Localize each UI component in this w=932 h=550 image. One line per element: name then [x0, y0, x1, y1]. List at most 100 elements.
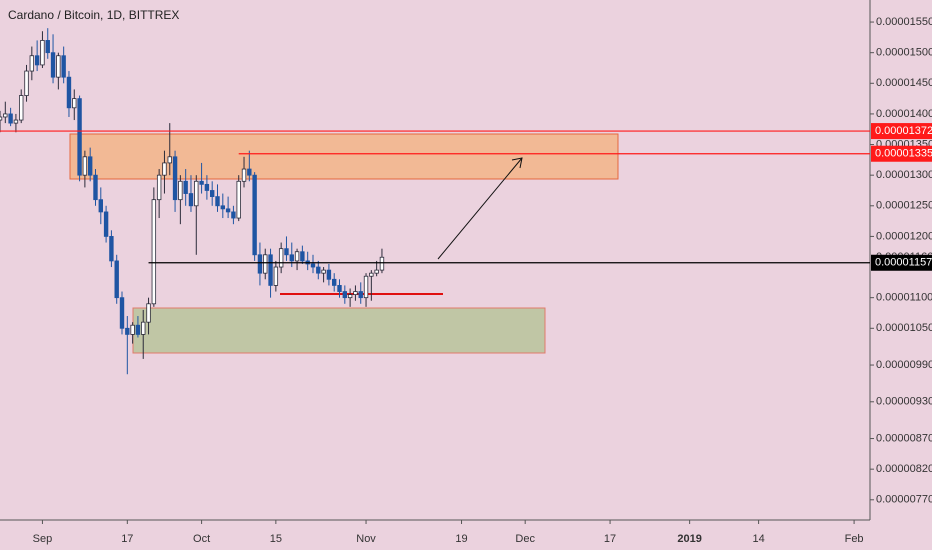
y-tick-label: 0.00001100 — [876, 292, 932, 304]
x-tick-label: 2019 — [677, 533, 701, 545]
candle-body — [87, 156, 93, 176]
candle-body — [263, 254, 268, 274]
candle-body — [379, 256, 385, 271]
candle-body — [56, 55, 61, 78]
candle-body — [316, 266, 321, 274]
y-tick-label: 0.00000820 — [876, 463, 932, 475]
y-tick-label: 0.00001300 — [876, 169, 932, 181]
candle-body — [273, 266, 279, 286]
candle-body — [172, 156, 178, 201]
candle-body — [268, 254, 273, 286]
candle-body — [188, 193, 194, 207]
level-label-box — [871, 254, 932, 271]
candle-body — [284, 248, 289, 256]
level-label-box — [871, 123, 932, 140]
candle-body — [342, 291, 348, 299]
candle-body — [109, 236, 114, 262]
candle-body — [162, 162, 167, 176]
candle-body — [183, 180, 188, 194]
candle-body — [363, 275, 369, 299]
candle-body — [300, 251, 305, 262]
candle-body — [215, 196, 220, 207]
resistance-zone — [69, 133, 619, 180]
candle-body — [156, 174, 162, 201]
x-tick-label: Feb — [845, 533, 864, 545]
y-tick-label: 0.00000870 — [876, 432, 932, 444]
candle-body — [77, 98, 82, 176]
y-tick-label: 0.00001400 — [876, 108, 932, 120]
candle-body — [151, 199, 157, 305]
candle-body — [247, 168, 252, 176]
candle-body — [332, 278, 337, 286]
candle-body — [24, 70, 29, 96]
candle-body — [114, 260, 119, 299]
candle-body — [167, 156, 172, 164]
candle-body — [347, 294, 353, 299]
candle-body — [220, 205, 226, 210]
candle-body — [358, 291, 363, 299]
x-tick-label: 15 — [270, 533, 282, 545]
level-label: 0.00001372 — [875, 125, 932, 137]
candle-body — [82, 156, 88, 176]
x-tick-label: 17 — [604, 533, 616, 545]
candle-body — [34, 55, 40, 66]
x-tick-label: 14 — [752, 533, 764, 545]
y-tick-label: 0.00001250 — [876, 200, 932, 212]
y-tick-label: 0.00001450 — [876, 77, 932, 89]
candle-body — [93, 174, 98, 201]
y-tick-label: 0.00001050 — [876, 322, 932, 334]
candle-body — [141, 321, 146, 335]
candle-body — [119, 297, 125, 329]
arrow — [437, 157, 523, 260]
chart-title: Cardano / Bitcoin, 1D, BITTREX — [8, 8, 179, 22]
candle-body — [289, 254, 294, 262]
candle-body — [231, 211, 236, 219]
candle-body — [50, 52, 56, 78]
candle-body — [369, 272, 374, 277]
candle-body — [178, 180, 183, 201]
candle-body — [146, 303, 151, 323]
candle-body — [135, 324, 141, 335]
x-tick-label: 17 — [121, 533, 133, 545]
arrow-head — [511, 157, 523, 169]
y-tick-label: 0.00000930 — [876, 396, 932, 408]
candle-body — [294, 251, 300, 262]
candle-body — [374, 269, 379, 274]
candle-body — [98, 199, 103, 213]
candle-body — [241, 168, 247, 182]
candle-body — [278, 248, 284, 268]
labels: 0.00001550 0.00001500 0.00001450 0.00001400… — [33, 16, 932, 545]
marks — [0, 28, 870, 375]
candle-body — [252, 174, 257, 256]
candle-body — [199, 180, 204, 185]
candle-body — [40, 40, 45, 66]
x-tick-label: Sep — [33, 533, 53, 545]
candle-body — [29, 55, 35, 72]
y-tick-label: 0.00001200 — [876, 230, 932, 242]
candle-body — [61, 55, 66, 78]
candle-body — [66, 76, 72, 109]
x-tick-label: Oct — [193, 533, 210, 545]
candle-body — [19, 95, 24, 121]
y-tick-label: 0.00001500 — [876, 47, 932, 59]
candle-body — [310, 263, 316, 268]
support-zone — [132, 307, 546, 354]
level-label: 0.00001157 — [875, 257, 932, 269]
candle-body — [45, 40, 50, 54]
y-tick-label: 0.00001550 — [876, 16, 932, 28]
candle-body — [194, 180, 199, 207]
y-tick-label: 0.00000990 — [876, 359, 932, 371]
candle-body — [326, 269, 332, 280]
level-label: 0.00001335 — [875, 148, 932, 160]
candle-body — [130, 324, 135, 335]
candle-body — [3, 113, 8, 118]
candle-body — [125, 327, 130, 335]
candle-body — [321, 269, 326, 274]
candle-body — [0, 116, 3, 121]
candle-body — [13, 119, 19, 124]
x-tick-label: Dec — [515, 533, 535, 545]
candle-body — [103, 211, 109, 237]
